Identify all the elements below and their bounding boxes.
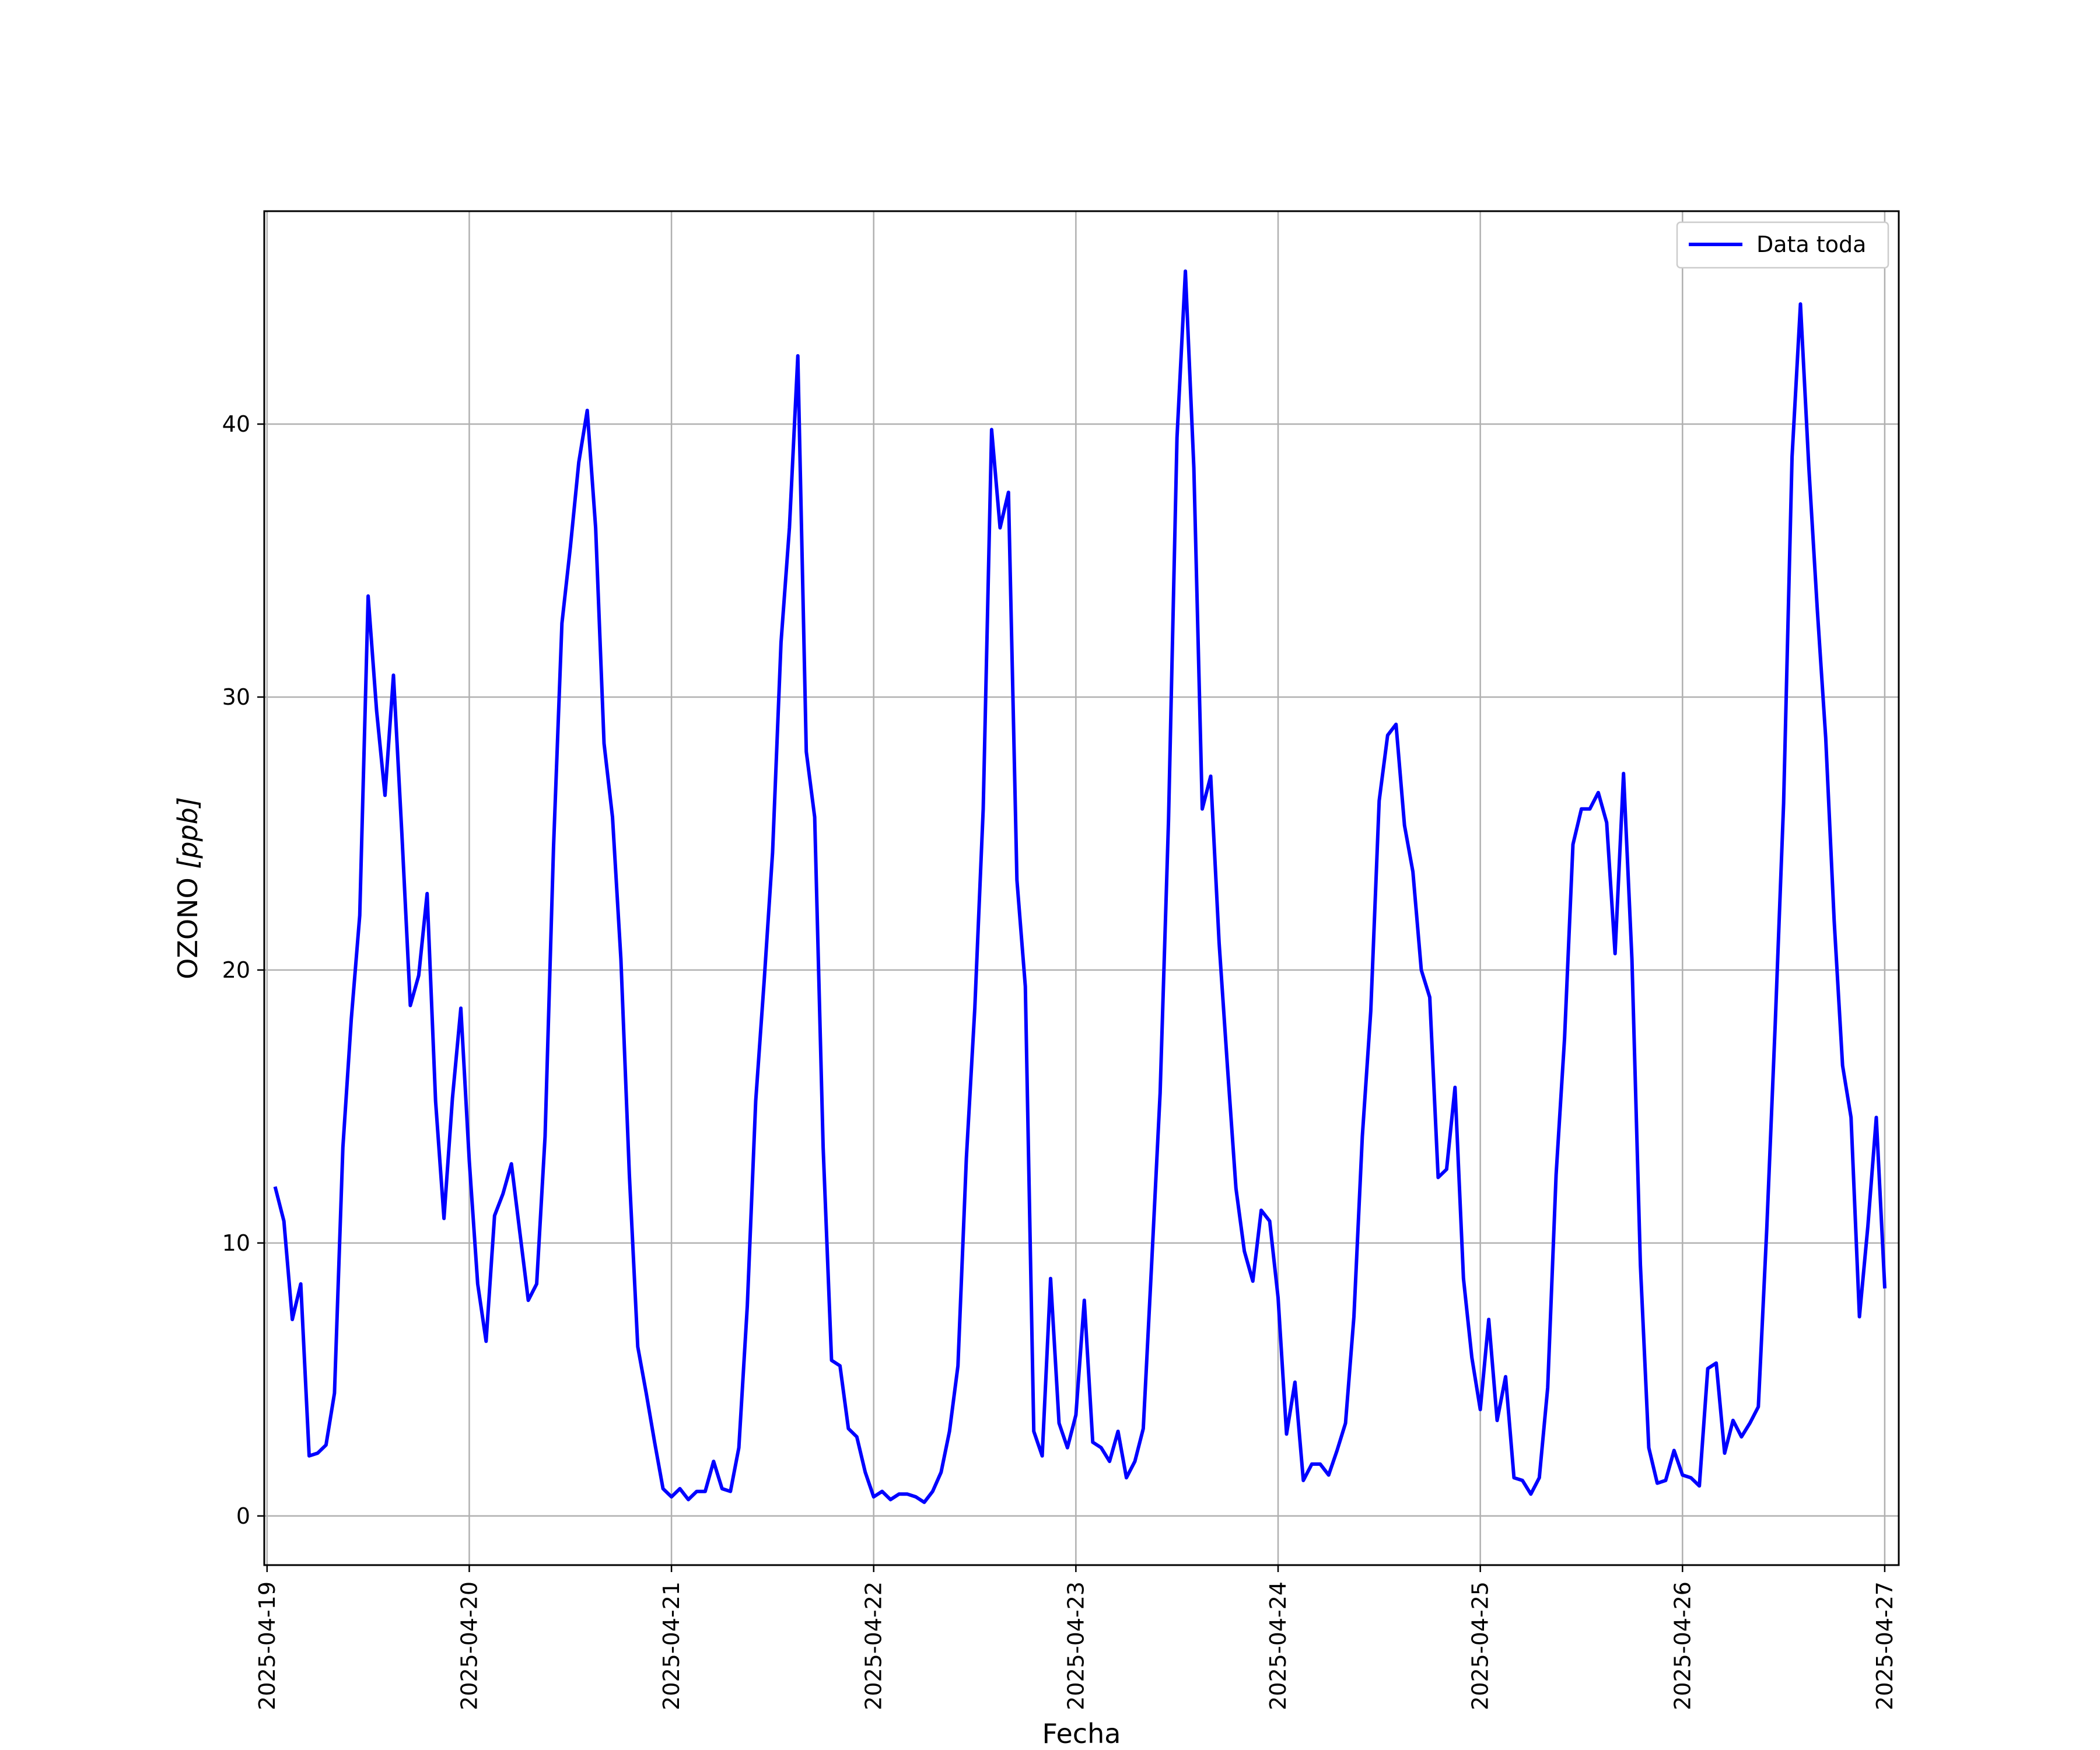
plot-series bbox=[273, 269, 1887, 1504]
x-tick-label: 2025-04-24 bbox=[1265, 1581, 1291, 1710]
y-axis-label-unit: [ppb] bbox=[172, 797, 204, 869]
x-axis-ticks: 2025-04-19 2025-04-20 2025-04-21 2025-04-22… bbox=[254, 1565, 1898, 1710]
x-tick-label: 2025-04-27 bbox=[1872, 1581, 1898, 1710]
x-tick-label: 2025-04-21 bbox=[659, 1581, 684, 1710]
y-axis-label-main: OZONO bbox=[172, 869, 204, 979]
x-tick-label: 2025-04-25 bbox=[1468, 1581, 1493, 1710]
x-axis-label: Fecha bbox=[1042, 1718, 1121, 1749]
y-tick-label: 10 bbox=[222, 1230, 250, 1256]
y-tick-label: 40 bbox=[222, 411, 250, 437]
x-tick-label: 2025-04-26 bbox=[1670, 1581, 1695, 1710]
x-tick-label: 2025-04-20 bbox=[456, 1581, 482, 1710]
y-tick-label: 20 bbox=[222, 957, 250, 983]
grid-lines bbox=[264, 211, 1899, 1565]
y-axis-ticks: 0 10 20 30 40 bbox=[222, 411, 264, 1529]
legend-label-data-toda: Data toda bbox=[1756, 232, 1866, 257]
y-tick-label: 30 bbox=[222, 684, 250, 710]
series-line-0 bbox=[273, 269, 1887, 1504]
x-tick-label: 2025-04-19 bbox=[254, 1581, 280, 1710]
x-tick-label: 2025-04-22 bbox=[861, 1581, 887, 1710]
y-tick-label: 0 bbox=[236, 1503, 250, 1529]
legend-box bbox=[1676, 221, 1889, 269]
axes-frame bbox=[263, 210, 1900, 1566]
legend: Data toda bbox=[1676, 221, 1889, 269]
y-axis-label: OZONO [ppb] bbox=[172, 797, 204, 979]
x-tick-label: 2025-04-23 bbox=[1063, 1581, 1088, 1710]
